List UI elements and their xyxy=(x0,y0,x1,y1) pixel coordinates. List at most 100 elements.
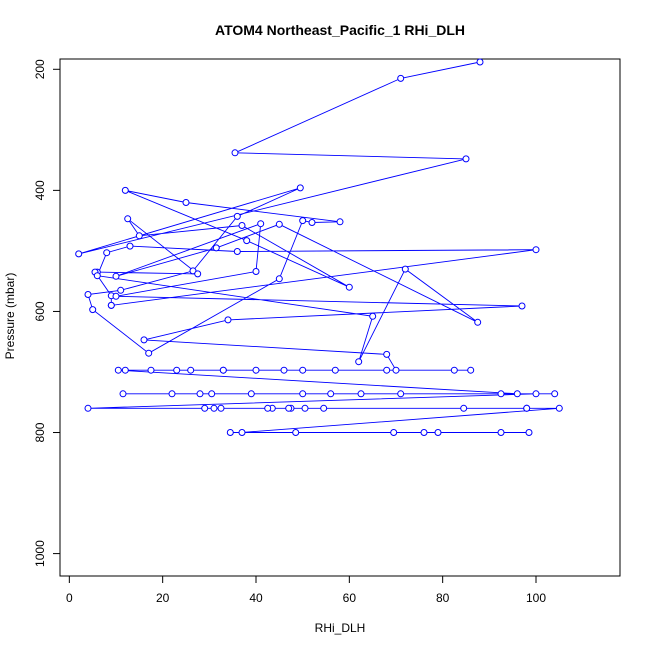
data-point xyxy=(518,302,526,310)
data-point xyxy=(145,349,153,357)
data-point xyxy=(93,272,101,280)
data-point xyxy=(224,316,232,324)
data-point xyxy=(247,390,255,398)
data-point xyxy=(196,390,204,398)
data-point xyxy=(532,246,540,254)
data-point xyxy=(182,199,190,206)
data-point xyxy=(299,366,307,374)
x-tick-label: 60 xyxy=(343,591,357,605)
data-point xyxy=(208,390,216,398)
data-point xyxy=(513,390,521,398)
data-point xyxy=(147,366,155,374)
data-point xyxy=(434,429,442,436)
y-axis-label: Pressure (mbar) xyxy=(3,273,17,360)
data-point xyxy=(114,366,122,374)
data-point xyxy=(135,232,143,240)
data-point xyxy=(103,249,111,257)
data-point xyxy=(320,404,328,412)
data-point xyxy=(392,366,400,374)
data-point xyxy=(140,336,148,344)
data-point xyxy=(474,318,482,326)
data-point xyxy=(121,186,129,194)
y-tick-label: 200 xyxy=(33,59,47,79)
x-axis: 0 20 40 60 80 100 xyxy=(66,575,546,605)
data-point xyxy=(285,404,293,412)
data-point xyxy=(217,404,225,412)
data-point xyxy=(462,155,470,163)
data-point xyxy=(523,404,531,412)
data-point xyxy=(75,250,83,258)
data-point xyxy=(252,268,260,275)
y-tick-label: 800 xyxy=(33,422,47,442)
data-point xyxy=(112,292,120,300)
data-point xyxy=(124,215,132,223)
data-point xyxy=(292,429,300,436)
y-tick-label: 600 xyxy=(33,301,47,321)
x-tick-label: 40 xyxy=(249,591,263,605)
data-point xyxy=(252,366,260,374)
data-point xyxy=(119,390,127,398)
data-point xyxy=(238,222,246,229)
data-point xyxy=(233,248,241,255)
data-point xyxy=(187,366,195,374)
data-point xyxy=(331,366,339,374)
data-point xyxy=(345,283,353,291)
data-point xyxy=(532,390,540,398)
data-point xyxy=(112,272,120,280)
data-point xyxy=(467,366,475,374)
data-point xyxy=(551,390,559,398)
x-tick-label: 20 xyxy=(156,591,170,605)
x-tick-label: 0 xyxy=(66,591,73,605)
data-point xyxy=(264,404,272,412)
data-point xyxy=(460,404,468,412)
data-point xyxy=(555,404,563,412)
y-axis: 200 400 600 800 1000 xyxy=(33,59,61,567)
data-point xyxy=(296,184,304,192)
data-point xyxy=(212,244,220,252)
data-point xyxy=(397,390,405,398)
data-point xyxy=(450,366,458,374)
data-point xyxy=(231,149,239,157)
data-point xyxy=(355,358,363,366)
series-layer xyxy=(75,58,563,436)
data-point xyxy=(308,219,316,226)
data-point xyxy=(301,404,309,412)
data-point xyxy=(243,237,251,245)
data-point xyxy=(357,390,365,398)
data-point xyxy=(336,218,344,226)
x-tick-label: 80 xyxy=(436,591,450,605)
data-point xyxy=(299,217,307,225)
chart-title: ATOM4 Northeast_Pacific_1 RHi_DLH xyxy=(215,22,465,38)
data-point xyxy=(476,58,484,66)
data-point xyxy=(401,265,409,273)
data-point xyxy=(390,429,398,436)
plot-frame xyxy=(59,58,621,577)
data-point xyxy=(299,390,307,398)
data-point xyxy=(397,74,405,82)
data-point xyxy=(233,212,241,220)
data-point xyxy=(497,429,505,436)
data-point xyxy=(107,301,115,309)
x-tick-label: 100 xyxy=(526,591,546,605)
data-point xyxy=(238,429,246,436)
data-point xyxy=(369,312,377,320)
data-point xyxy=(327,390,335,398)
data-point xyxy=(168,390,176,398)
data-point xyxy=(121,366,129,374)
data-point xyxy=(383,366,391,374)
data-point xyxy=(201,404,209,412)
data-point xyxy=(257,220,265,228)
x-axis-label: RHi_DLH xyxy=(315,621,366,635)
data-point xyxy=(280,366,288,374)
data-point xyxy=(420,429,428,436)
data-point xyxy=(89,306,97,314)
data-point xyxy=(525,429,533,436)
data-point xyxy=(117,286,125,294)
data-point xyxy=(219,366,227,374)
data-point xyxy=(275,275,283,283)
data-point xyxy=(275,220,283,228)
data-point xyxy=(84,404,92,412)
y-tick-label: 1000 xyxy=(33,540,47,567)
data-point xyxy=(383,350,391,358)
